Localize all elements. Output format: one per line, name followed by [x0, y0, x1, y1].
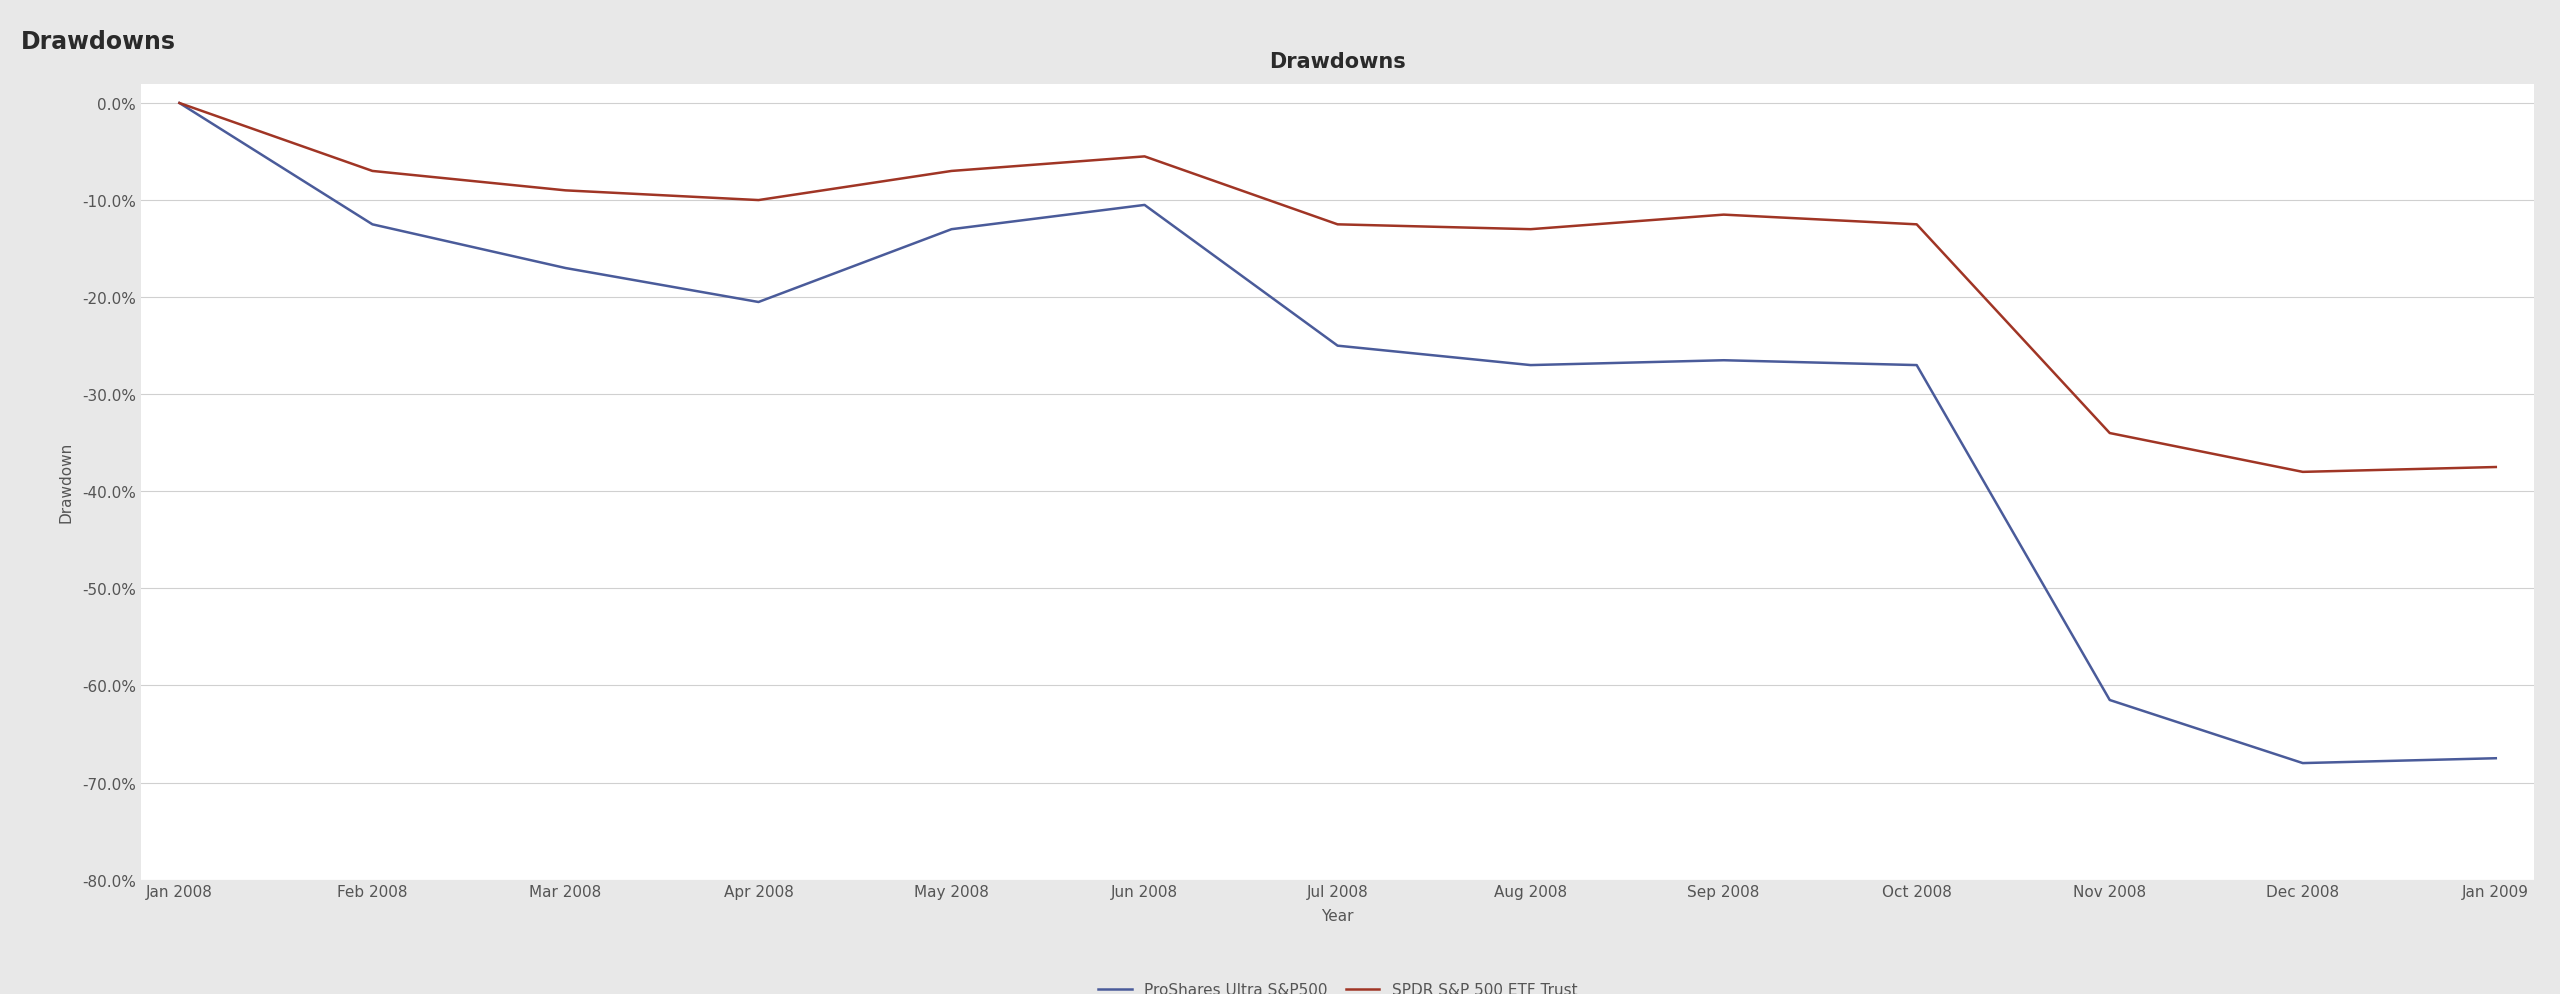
SPDR S&P 500 ETF Trust — [356, 166, 387, 178]
SPDR S&P 500 ETF Trust — [550, 185, 581, 197]
SPDR S&P 500 ETF Trust — [1516, 224, 1546, 236]
ProShares Ultra S&P500 — [1129, 200, 1160, 212]
ProShares Ultra S&P500 — [2094, 695, 2125, 707]
ProShares Ultra S&P500 — [164, 98, 195, 110]
Text: Drawdowns: Drawdowns — [20, 30, 177, 54]
SPDR S&P 500 ETF Trust — [742, 195, 773, 207]
ProShares Ultra S&P500 — [1324, 340, 1354, 352]
ProShares Ultra S&P500 — [937, 224, 968, 236]
ProShares Ultra S&P500 — [1902, 360, 1933, 372]
SPDR S&P 500 ETF Trust — [1902, 219, 1933, 231]
SPDR S&P 500 ETF Trust — [2481, 461, 2511, 473]
Line: SPDR S&P 500 ETF Trust: SPDR S&P 500 ETF Trust — [179, 104, 2496, 472]
ProShares Ultra S&P500 — [1708, 355, 1738, 367]
SPDR S&P 500 ETF Trust — [1708, 210, 1738, 222]
Line: ProShares Ultra S&P500: ProShares Ultra S&P500 — [179, 104, 2496, 763]
Title: Drawdowns: Drawdowns — [1270, 52, 1405, 72]
ProShares Ultra S&P500 — [1516, 360, 1546, 372]
SPDR S&P 500 ETF Trust — [2289, 466, 2319, 478]
SPDR S&P 500 ETF Trust — [937, 166, 968, 178]
X-axis label: Year: Year — [1321, 908, 1354, 922]
ProShares Ultra S&P500 — [742, 297, 773, 309]
ProShares Ultra S&P500 — [356, 219, 387, 231]
ProShares Ultra S&P500 — [2289, 757, 2319, 769]
SPDR S&P 500 ETF Trust — [1324, 219, 1354, 231]
SPDR S&P 500 ETF Trust — [1129, 151, 1160, 163]
ProShares Ultra S&P500 — [550, 262, 581, 274]
SPDR S&P 500 ETF Trust — [2094, 427, 2125, 439]
Y-axis label: Drawdown: Drawdown — [59, 441, 74, 523]
SPDR S&P 500 ETF Trust — [164, 98, 195, 110]
ProShares Ultra S&P500 — [2481, 752, 2511, 764]
Legend: ProShares Ultra S&P500, SPDR S&P 500 ETF Trust: ProShares Ultra S&P500, SPDR S&P 500 ETF… — [1093, 976, 1582, 994]
